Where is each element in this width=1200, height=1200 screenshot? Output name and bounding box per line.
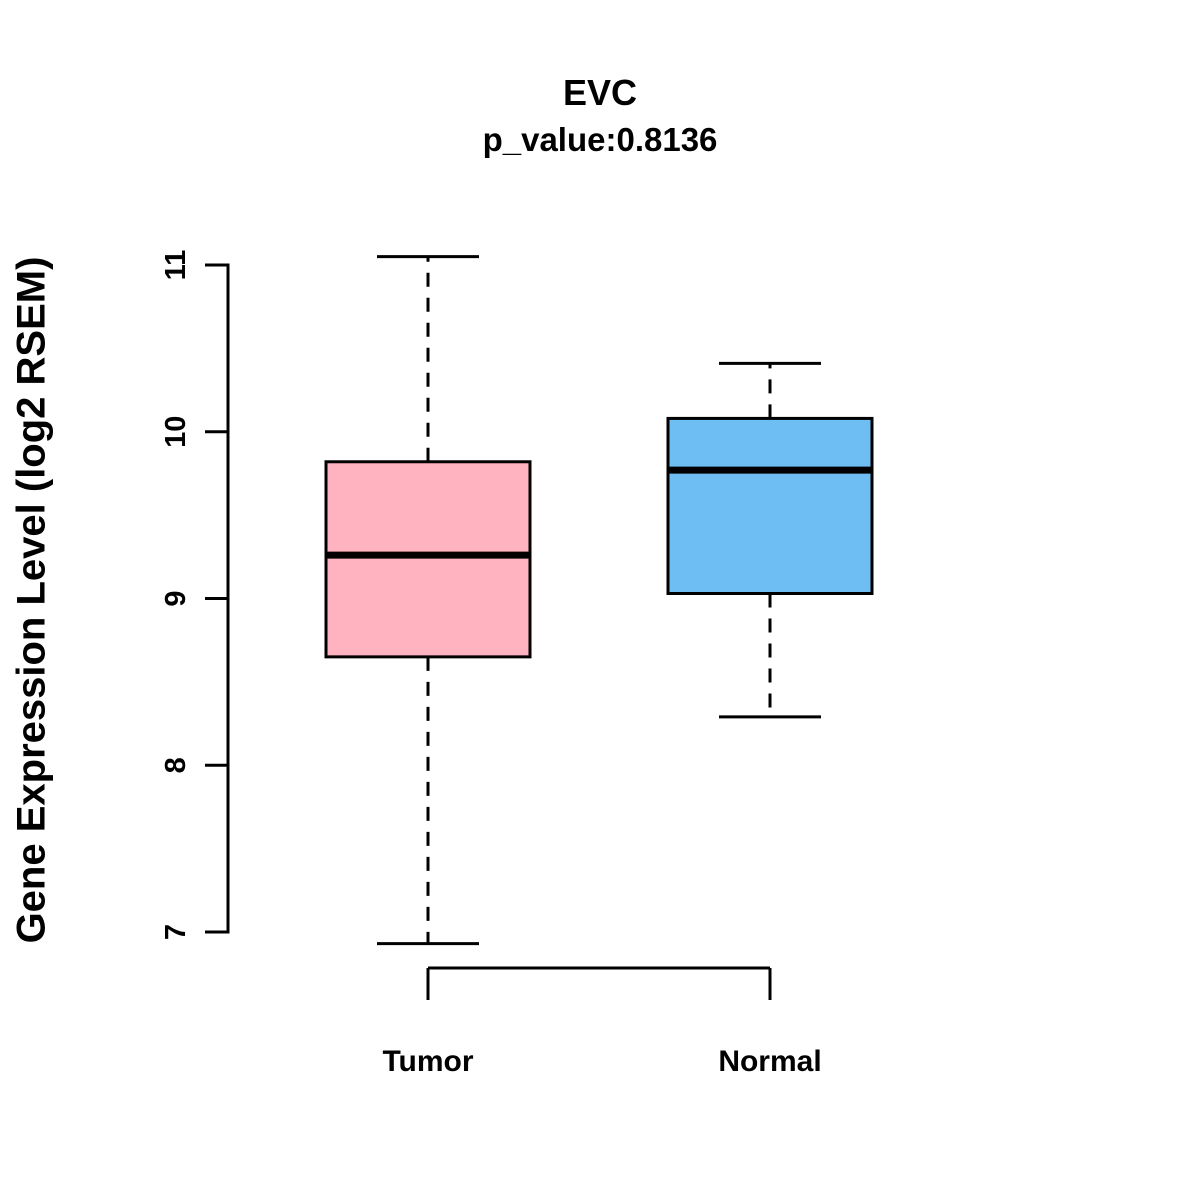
chart-title: EVC [562,72,638,113]
x-label-normal: Normal [718,1045,822,1078]
y-axis-tick-label: 7 [160,924,192,940]
tumor-box [324,460,532,659]
normal-box [666,416,874,595]
x-label-tumor: Tumor [382,1045,474,1078]
y-axis-tick-label: 10 [160,416,192,448]
y-axis-label: Gene Expression Level (log2 RSEM) [9,256,54,944]
chart-subtitle-pvalue: p_value:0.8136 [482,121,718,158]
y-axis-tick-label: 8 [160,757,192,773]
y-axis-tick-label: 9 [160,590,192,606]
y-axis-tick-label: 11 [160,250,192,281]
